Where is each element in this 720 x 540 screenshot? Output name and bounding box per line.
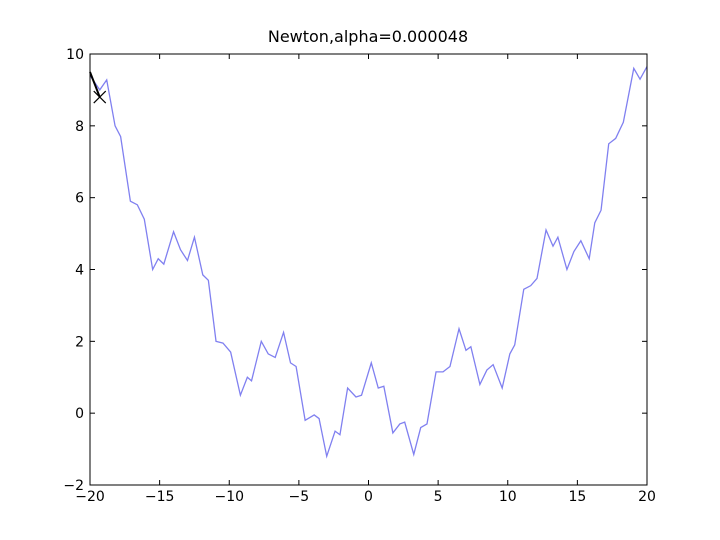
line <box>89 71 101 98</box>
y-tick-label: 10 <box>66 47 84 63</box>
line <box>89 66 648 459</box>
end-marker <box>93 90 107 104</box>
plot-frame <box>89 53 648 486</box>
x-tick-label: −20 <box>75 489 105 505</box>
chart-title: Newton,alpha=0.000048 <box>268 27 468 46</box>
x-tick-label: −15 <box>145 489 175 505</box>
y-tick-label: 2 <box>75 334 84 350</box>
x-tick-label: 0 <box>364 489 373 505</box>
x-tick-label: 15 <box>568 489 586 505</box>
x-tick-label: 20 <box>638 489 656 505</box>
y-tick-label: 6 <box>75 191 84 207</box>
y-tick-label: −2 <box>63 478 84 494</box>
x-tick-label: −10 <box>214 489 244 505</box>
y-tick-label: 4 <box>75 263 84 279</box>
x-tick-label: 10 <box>499 489 517 505</box>
y-tick-label: 8 <box>75 119 84 135</box>
x-tick-label: −5 <box>289 489 310 505</box>
x-tick-label: 5 <box>434 489 443 505</box>
y-tick-label: 0 <box>75 406 84 422</box>
